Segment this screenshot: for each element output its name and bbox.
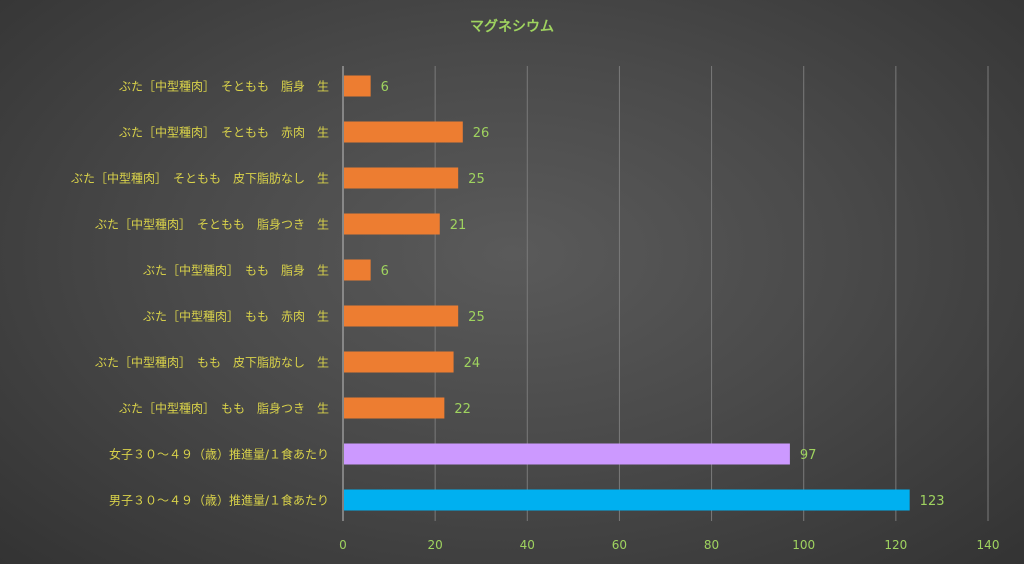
category-label: ぶた［中型種肉］ もも 脂身 生 xyxy=(143,263,329,278)
value-label: 6 xyxy=(381,264,389,279)
x-tick-label: 100 xyxy=(792,538,815,552)
value-label: 22 xyxy=(454,402,471,417)
bar xyxy=(344,213,440,235)
bar xyxy=(344,75,371,97)
value-label: 25 xyxy=(468,172,485,187)
category-labels: ぶた［中型種肉］ そともも 脂身 生ぶた［中型種肉］ そともも 赤肉 生ぶた［中… xyxy=(71,79,329,508)
category-label: ぶた［中型種肉］ もも 脂身つき 生 xyxy=(119,401,329,416)
category-label: ぶた［中型種肉］ そともも 脂身つき 生 xyxy=(95,217,329,232)
value-label: 97 xyxy=(800,448,817,463)
bar xyxy=(344,121,463,143)
bar xyxy=(344,351,454,373)
value-label: 123 xyxy=(920,494,945,509)
value-label: 26 xyxy=(473,126,490,141)
category-label: ぶた［中型種肉］ そともも 赤肉 生 xyxy=(119,125,329,140)
value-label: 21 xyxy=(450,218,467,233)
value-label: 24 xyxy=(464,356,481,371)
chart-title: マグネシウム xyxy=(470,18,554,35)
value-label: 25 xyxy=(468,310,485,325)
bar xyxy=(344,259,371,281)
value-labels: 6 26 25 21 6 25 24 22 97 123 xyxy=(381,80,945,509)
x-tick-label: 0 xyxy=(339,538,347,552)
x-tick-label: 140 xyxy=(977,538,1000,552)
bar xyxy=(344,489,910,511)
x-tick-label: 20 xyxy=(428,538,443,552)
x-tick-label: 120 xyxy=(884,538,907,552)
category-label: ぶた［中型種肉］ もも 皮下脂肪なし 生 xyxy=(95,355,329,370)
grid-lines xyxy=(434,66,989,521)
category-label: ぶた［中型種肉］ そともも 脂身 生 xyxy=(119,79,329,94)
bar xyxy=(344,443,790,465)
x-tick-label: 40 xyxy=(520,538,535,552)
category-label: ぶた［中型種肉］ そともも 皮下脂肪なし 生 xyxy=(71,171,329,186)
bar xyxy=(344,397,445,419)
bar xyxy=(344,167,459,189)
category-label: ぶた［中型種肉］ もも 赤肉 生 xyxy=(143,309,329,324)
category-label: 男子３０～４９（歳）推進量/１食あたり xyxy=(109,493,329,508)
x-tick-labels: 0 20 40 60 80 100 120 140 xyxy=(339,538,999,552)
x-tick-label: 80 xyxy=(704,538,719,552)
bars xyxy=(344,75,910,511)
bar xyxy=(344,305,459,327)
x-tick-label: 60 xyxy=(612,538,627,552)
value-label: 6 xyxy=(381,80,389,95)
category-label: 女子３０～４９（歳）推進量/１食あたり xyxy=(109,447,329,462)
